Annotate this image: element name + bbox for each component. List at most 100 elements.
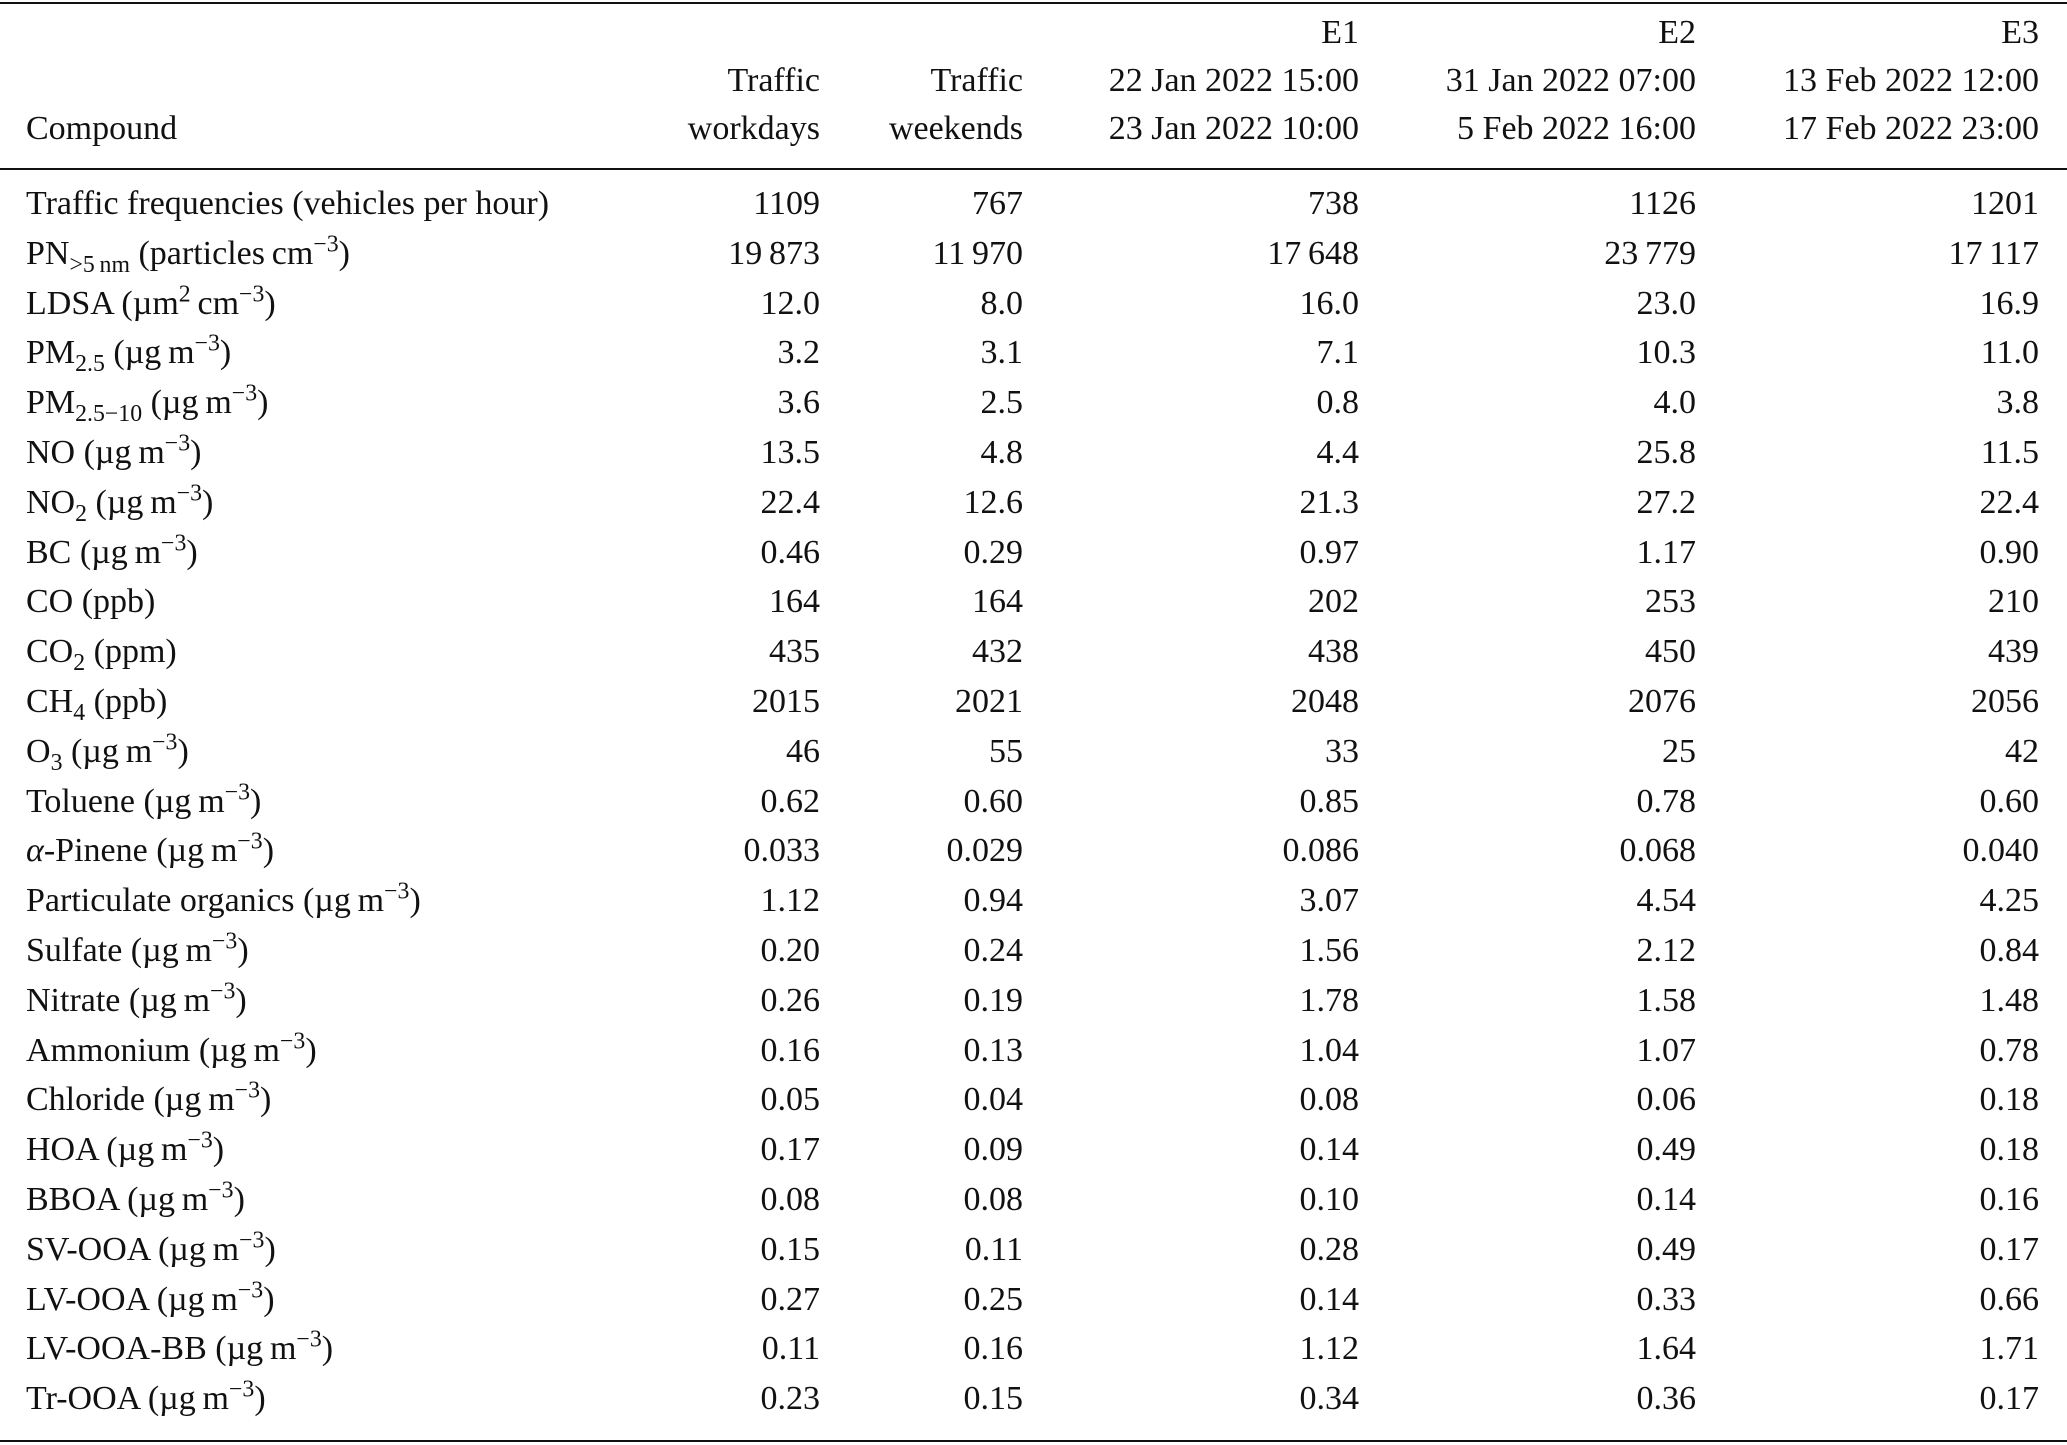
header-cell: E3 — [2001, 14, 2039, 51]
compound-cell: Nitrate (µg m−3) — [26, 980, 247, 1021]
subscript: 2 — [73, 649, 86, 676]
subscript: 2.5−10 — [75, 400, 143, 427]
header-cell: 23 Jan 2022 10:00 — [1108, 110, 1359, 147]
value-cell: 3.07 — [1299, 882, 1360, 920]
compound-text: PM — [26, 384, 76, 422]
compound-text: Toluene (µg m — [26, 782, 225, 820]
compound-text: (µg m — [62, 732, 153, 770]
value-cell: 4.4 — [1316, 434, 1360, 471]
compound-cell: PM2.5 (µg m−3) — [26, 332, 231, 376]
value-cell: 0.11 — [761, 1330, 820, 1368]
compound-cell: CO2 (ppm) — [26, 632, 177, 675]
value-cell: 4.8 — [980, 434, 1024, 471]
value-cell: 3.6 — [777, 384, 821, 422]
compound-cell: LDSA (µm2 cm−3) — [26, 281, 276, 324]
value-cell: 164 — [769, 583, 820, 621]
value-cell: 432 — [972, 633, 1023, 671]
value-cell: 0.60 — [1979, 782, 2040, 820]
value-cell: 1.71 — [1979, 1330, 2040, 1368]
compound-cell: LV-OOA-BB (µg m−3) — [26, 1328, 333, 1369]
value-cell: 7.1 — [1316, 334, 1360, 372]
compound-cell: Sulfate (µg m−3) — [26, 930, 249, 971]
value-cell: 2015 — [752, 683, 820, 720]
value-cell: 0.97 — [1299, 533, 1360, 571]
compound-text: PN — [26, 234, 70, 272]
compound-text: NO (µg m — [26, 434, 165, 471]
value-cell: 46 — [786, 732, 820, 770]
header-cell: E1 — [1321, 14, 1359, 51]
value-cell: 0.66 — [1979, 1280, 2040, 1318]
compound-text: (ppb) — [85, 683, 168, 720]
superscript: −3 — [384, 878, 410, 905]
value-cell: 17 648 — [1267, 234, 1359, 272]
value-cell: 22.4 — [1979, 483, 2040, 521]
value-cell: 0.62 — [760, 782, 821, 820]
compound-text: ) — [177, 732, 189, 770]
value-cell: 33 — [1325, 732, 1359, 770]
superscript: −3 — [229, 1376, 255, 1403]
value-cell: 164 — [972, 583, 1023, 621]
value-cell: 0.25 — [963, 1280, 1024, 1318]
compound-text: Traffic frequencies (vehicles per hour) — [26, 185, 550, 222]
superscript: −3 — [176, 480, 203, 507]
value-cell: 2048 — [1291, 683, 1359, 720]
value-cell: 11.5 — [1980, 434, 2039, 471]
header-cell: weekends — [888, 110, 1023, 147]
compound-cell: Toluene (µg m−3) — [26, 780, 262, 822]
superscript: −3 — [164, 430, 191, 457]
value-cell: 0.16 — [963, 1330, 1024, 1368]
value-cell: 0.033 — [743, 832, 821, 870]
compound-text: (µg m — [87, 483, 177, 521]
compound-text: BBOA (µg m — [26, 1181, 209, 1218]
value-cell: 1.48 — [1979, 981, 2040, 1019]
compound-text: O — [26, 732, 51, 770]
compound-text: ) — [186, 533, 198, 571]
value-cell: 0.49 — [1636, 1131, 1697, 1169]
compound-text: LDSA (µm — [26, 284, 179, 322]
value-cell: 0.60 — [963, 782, 1024, 820]
superscript: −3 — [234, 1078, 260, 1105]
compound-cell: PN>5 nm (particles cm−3) — [26, 231, 350, 277]
compound-text: Tr-OOA (µg m — [26, 1380, 229, 1418]
compound-text: Particulate organics (µg m — [26, 882, 385, 920]
value-cell: 0.068 — [1619, 832, 1697, 870]
value-cell: 1.12 — [760, 882, 821, 920]
value-cell: 16.9 — [1979, 284, 2040, 322]
compound-text: ) — [250, 782, 262, 820]
value-cell: 1201 — [1971, 185, 2039, 222]
value-cell: 17 117 — [1948, 234, 2039, 272]
header-cell: 17 Feb 2022 23:00 — [1783, 110, 2039, 147]
value-cell: 1.78 — [1299, 981, 1360, 1019]
value-cell: 0.15 — [760, 1230, 821, 1268]
value-cell: 0.34 — [1299, 1380, 1360, 1418]
value-cell: 0.029 — [946, 832, 1024, 870]
compound-text: BC (µg m — [26, 533, 162, 571]
superscript: −3 — [239, 281, 265, 308]
value-cell: 19 873 — [728, 234, 820, 272]
value-cell: 0.09 — [963, 1131, 1024, 1169]
compound-cell: CH4 (ppb) — [26, 682, 168, 725]
compound-text: NO — [26, 483, 76, 521]
value-cell: 439 — [1988, 633, 2039, 671]
compound-text: CO — [26, 633, 74, 671]
header-cell: 22 Jan 2022 15:00 — [1108, 62, 1359, 99]
value-cell: 0.18 — [1979, 1131, 2040, 1169]
value-cell: 0.17 — [1979, 1230, 2040, 1268]
value-cell: 0.36 — [1636, 1380, 1697, 1418]
value-cell: 2021 — [955, 683, 1023, 720]
superscript: −3 — [313, 231, 339, 258]
value-cell: 21.3 — [1299, 483, 1360, 521]
value-cell: 12.6 — [963, 483, 1024, 521]
subscript: 2 — [75, 500, 88, 527]
value-cell: 0.08 — [1299, 1081, 1360, 1119]
compound-cell: HOA (µg m−3) — [26, 1129, 224, 1170]
value-cell: 2076 — [1628, 683, 1696, 720]
value-cell: 0.08 — [963, 1181, 1024, 1218]
value-cell: 0.04 — [963, 1081, 1024, 1119]
compound-text: ) — [259, 1081, 272, 1119]
header-rule — [0, 168, 2067, 170]
compound-text: ) — [237, 932, 249, 969]
value-cell: 10.3 — [1636, 334, 1697, 372]
compound-text: PM — [26, 334, 76, 372]
value-cell: 16.0 — [1299, 284, 1360, 322]
